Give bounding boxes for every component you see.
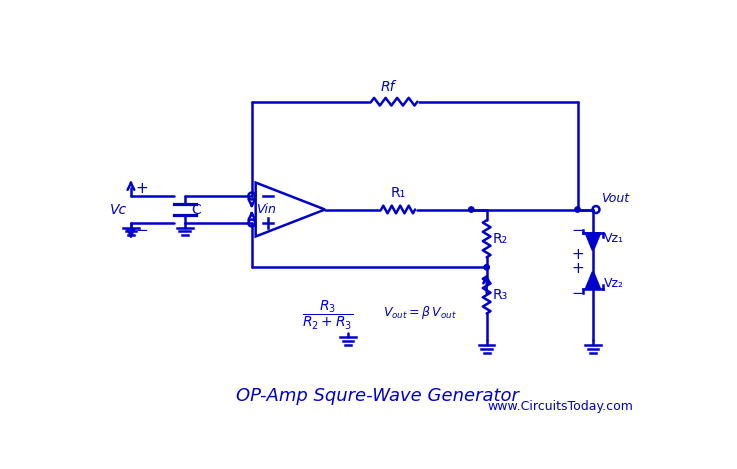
Text: C: C	[191, 203, 200, 217]
Text: +: +	[571, 261, 584, 276]
Text: R₃: R₃	[493, 288, 508, 302]
Text: −: −	[136, 223, 148, 238]
Text: +: +	[136, 181, 148, 196]
Text: $V_{out}=\beta\,V_{out}$: $V_{out}=\beta\,V_{out}$	[383, 304, 457, 321]
Text: −: −	[571, 286, 584, 301]
Polygon shape	[586, 272, 600, 289]
Text: Vin: Vin	[256, 203, 276, 216]
Text: $\dfrac{R_3}{R_2+R_3}$: $\dfrac{R_3}{R_2+R_3}$	[301, 298, 353, 332]
Circle shape	[484, 265, 489, 270]
Text: Vz₁: Vz₁	[604, 232, 624, 245]
Text: Rf: Rf	[381, 80, 395, 94]
Text: www.CircuitsToday.com: www.CircuitsToday.com	[487, 400, 633, 413]
Text: −: −	[571, 223, 584, 238]
Text: OP-Amp Squre-Wave Generator: OP-Amp Squre-Wave Generator	[237, 387, 519, 405]
Text: Vout: Vout	[601, 192, 629, 205]
Text: Vc: Vc	[110, 203, 128, 217]
Circle shape	[469, 207, 474, 212]
Text: R₂: R₂	[493, 232, 508, 246]
Text: R₁: R₁	[391, 186, 406, 200]
Polygon shape	[586, 234, 600, 250]
Circle shape	[575, 207, 580, 212]
Text: Vz₂: Vz₂	[604, 277, 624, 290]
Text: +: +	[571, 248, 584, 263]
